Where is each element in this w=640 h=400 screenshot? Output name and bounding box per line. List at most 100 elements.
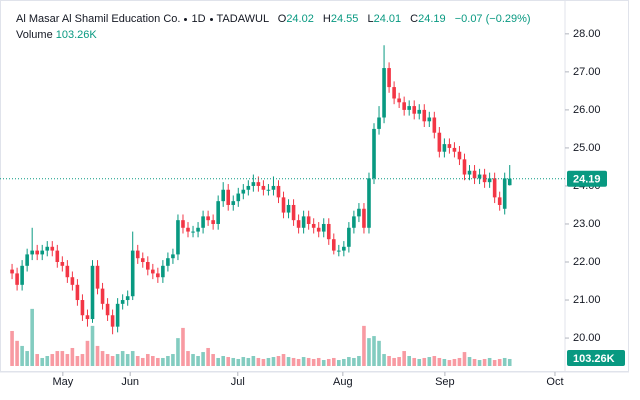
x-tick-label: Sep [435, 376, 455, 388]
volume-bar [130, 351, 135, 366]
candle-body [276, 185, 281, 198]
candle-body [352, 216, 356, 228]
open-value: 24.02 [286, 13, 314, 25]
candle-body [462, 159, 467, 175]
volume-bar [412, 357, 417, 366]
volume-bar [105, 354, 110, 366]
volume-bar [30, 308, 34, 366]
symbol-title: Al Masar Al Shamil Education Co. [16, 13, 181, 25]
volume-bar [55, 351, 60, 366]
volume-bar [90, 325, 95, 366]
volume-bar [40, 357, 45, 366]
volume-bar [387, 356, 391, 366]
volume-bar [477, 360, 482, 366]
volume-bar [492, 360, 497, 366]
volume-bar [482, 358, 487, 366]
volume-bar [140, 357, 145, 366]
separator [209, 17, 213, 21]
volume-bar [377, 340, 381, 366]
candle-body [115, 303, 120, 327]
low-label: L [367, 13, 374, 25]
volume-bar [120, 351, 125, 366]
interval: 1D [191, 13, 206, 25]
volume-bar [216, 357, 220, 366]
volume-bar [261, 358, 266, 366]
volume-bar [437, 357, 442, 366]
high-value: 24.55 [330, 13, 359, 25]
candle-body [321, 223, 326, 232]
volume-bar [457, 357, 462, 366]
volume-bar [256, 357, 261, 366]
candle-body [161, 265, 165, 278]
volume-bar [211, 354, 215, 366]
volume-bar [196, 356, 200, 366]
volume-bar [347, 357, 351, 366]
candle-body [130, 250, 135, 297]
candle-body [301, 216, 306, 228]
candle-body [402, 102, 406, 110]
candle-body [231, 201, 236, 205]
candle-body [120, 300, 125, 304]
volume-bar [276, 356, 281, 366]
candle-body [482, 174, 487, 183]
volume-bar [236, 358, 241, 366]
candle-body [447, 144, 452, 148]
volume-bar [151, 356, 155, 366]
candle-body [156, 273, 160, 278]
candle-body [85, 315, 90, 320]
volume-bar [145, 354, 150, 366]
candle-body [286, 204, 291, 213]
candle-body [125, 296, 130, 301]
candle-body [392, 87, 396, 99]
volume-bar [291, 357, 296, 366]
volume-bar [467, 357, 472, 366]
volume-bar [201, 352, 205, 366]
candle-body [316, 227, 321, 232]
candle-body [216, 201, 220, 224]
candle-body [181, 220, 185, 228]
volume-bar [306, 357, 311, 366]
volume-bar [191, 354, 195, 366]
volume-bar [75, 356, 80, 366]
candle-body [75, 284, 80, 301]
volume-bar [15, 340, 19, 366]
volume-bar [452, 358, 457, 366]
candle-body [70, 277, 75, 285]
candle-body [55, 250, 60, 263]
candle-body [15, 273, 19, 285]
y-tick-label: 22.00 [573, 256, 601, 268]
candle-body [422, 109, 427, 122]
volume-bar [70, 347, 75, 366]
volume-bar [281, 354, 286, 366]
last-price-label: 24.19 [573, 174, 601, 186]
volume-bar [20, 345, 24, 366]
volume-bar [231, 357, 236, 366]
candle-body [211, 220, 215, 224]
volume-bar [286, 357, 291, 366]
volume-bar [221, 356, 225, 366]
open-label: O [277, 13, 287, 25]
volume-bar [251, 356, 256, 366]
volume-bar [402, 351, 406, 366]
candle-body [20, 265, 24, 285]
volume-bar [326, 358, 331, 366]
candle-body [472, 170, 477, 179]
volume-title: Volume [16, 29, 53, 41]
volume-badge [567, 350, 625, 366]
x-tick-label: Jul [231, 376, 245, 388]
candle-body [50, 246, 55, 251]
candle-body [382, 68, 386, 118]
candle-body [367, 178, 371, 228]
volume-bar [226, 357, 231, 366]
volume-bar [301, 357, 306, 366]
y-tick-label: 21.00 [573, 294, 601, 306]
candle-body [397, 98, 401, 103]
candle-body [166, 258, 170, 266]
y-tick-label: 25.00 [573, 142, 601, 154]
volume-bar [342, 358, 346, 366]
volume-bar [186, 351, 190, 366]
volume-line: Volume 103.26K [16, 27, 531, 43]
candle-body [226, 189, 231, 205]
volume-badge-label: 103.26K [573, 353, 615, 365]
